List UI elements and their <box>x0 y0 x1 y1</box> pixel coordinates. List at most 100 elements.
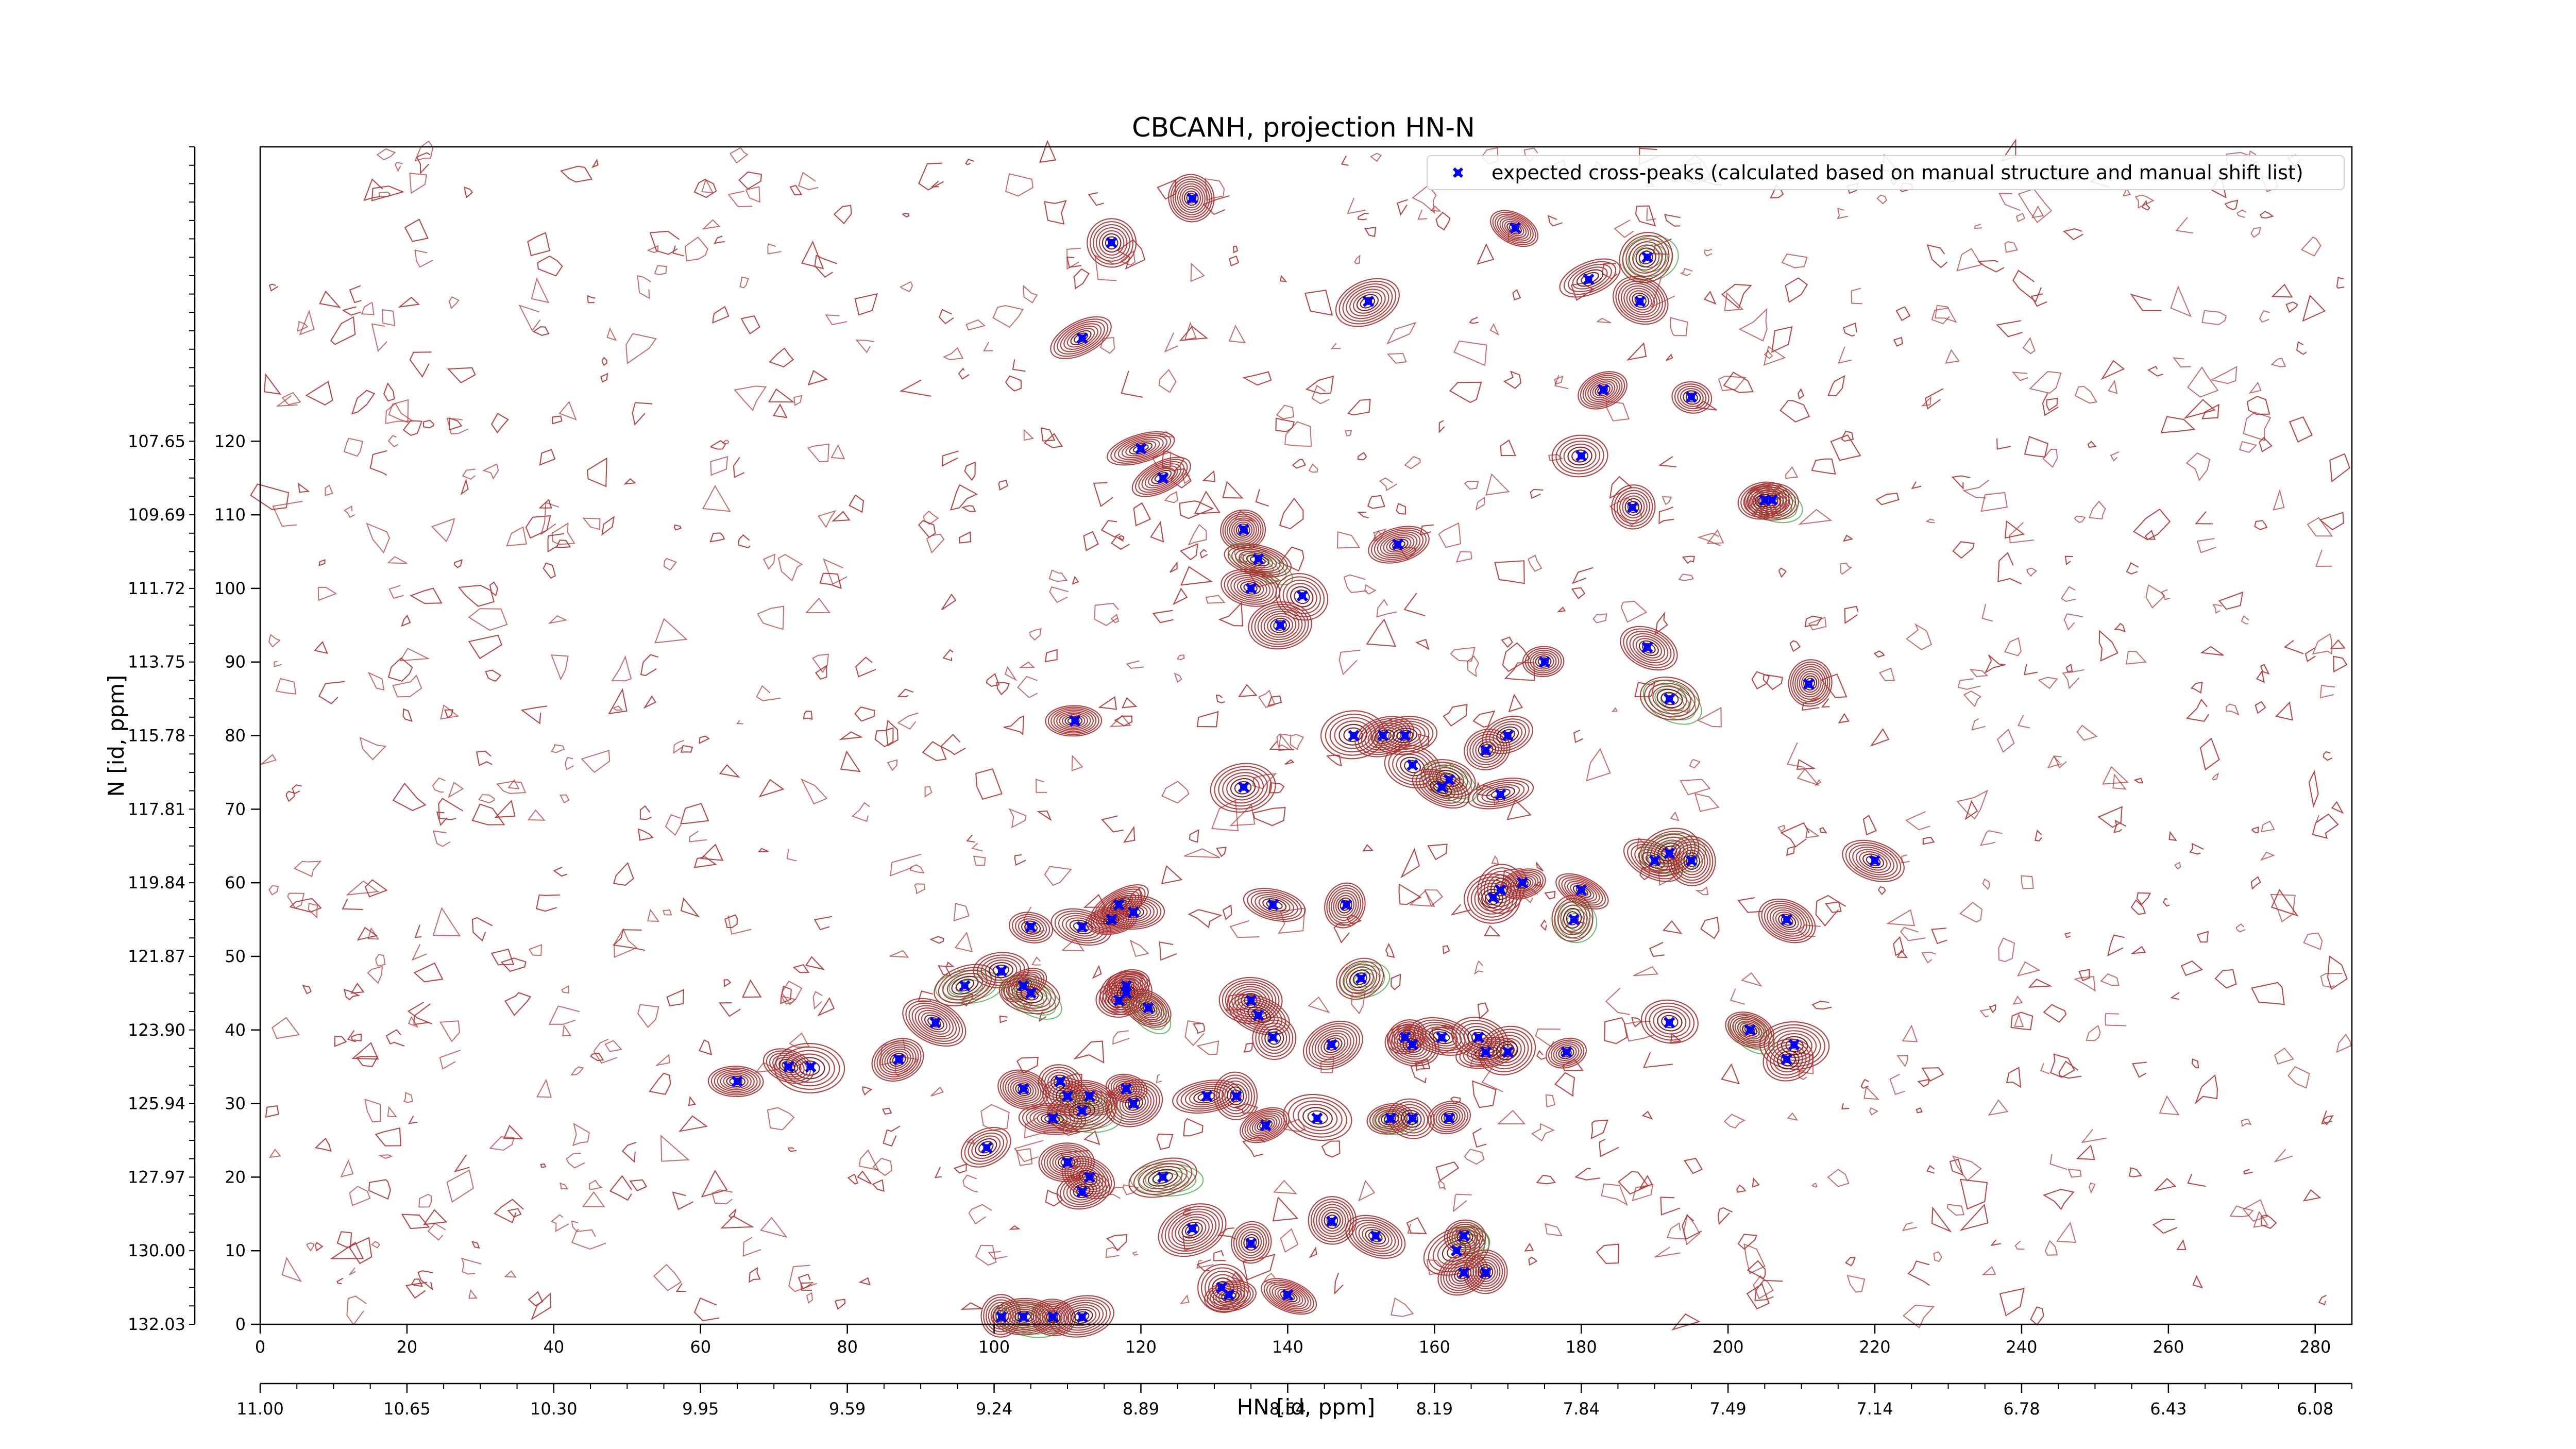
noise-contour <box>673 524 682 531</box>
noise-contour <box>733 457 745 478</box>
noise-contour <box>983 342 993 351</box>
peak-contour <box>1393 1031 1431 1060</box>
peak-contour <box>1057 321 1105 355</box>
noise-contour <box>2273 1149 2293 1163</box>
x-ppm-tick-label: 6.43 <box>2150 1399 2187 1419</box>
peak-contour <box>1384 1024 1440 1067</box>
noise-contour <box>1738 308 1768 342</box>
noise-contour <box>954 931 973 953</box>
peak-contour <box>1632 292 1650 308</box>
noise-contour <box>531 1292 552 1321</box>
noise-contour <box>1863 1086 1880 1100</box>
noise-contour <box>1170 561 1178 573</box>
noise-contour <box>1023 428 1034 441</box>
y-ppm-tick-label: 113.75 <box>128 652 185 672</box>
noise-contour <box>548 1005 580 1025</box>
noise-contour <box>1571 587 1586 599</box>
noise-contour <box>1427 844 1448 861</box>
noise-contour <box>833 205 852 225</box>
noise-contour <box>1152 610 1174 624</box>
noise-contour <box>2130 899 2146 915</box>
noise-contour <box>2312 633 2332 655</box>
peak-contour <box>1507 873 1539 895</box>
peak-contour <box>971 1135 1001 1159</box>
noise-contour <box>2012 269 2042 302</box>
noise-contour <box>261 754 277 765</box>
peak-contour <box>1236 999 1283 1031</box>
noise-contour <box>1334 1272 1344 1295</box>
noise-contour <box>1601 1183 1628 1206</box>
noise-contour <box>2088 500 2106 520</box>
peak-contour <box>1170 176 1213 220</box>
noise-contour <box>404 218 429 242</box>
noise-contour <box>1902 1024 1918 1042</box>
noise-contour <box>1654 611 1668 635</box>
noise-contour <box>720 1215 755 1229</box>
cross-peak-marker <box>1083 1090 1095 1102</box>
peak-contour <box>1003 977 1056 1012</box>
peak-contour <box>1801 673 1820 693</box>
noise-contour <box>600 373 608 383</box>
noise-contour <box>1666 353 1673 361</box>
noise-contour <box>468 1289 478 1299</box>
noise-contour <box>2271 283 2293 298</box>
noise-contour <box>447 367 476 383</box>
noise-contour <box>2243 1169 2253 1175</box>
noise-contour <box>672 245 685 257</box>
peak-contour <box>1400 1109 1422 1128</box>
noise-contour <box>2168 831 2177 841</box>
peak-contour <box>1129 442 1153 455</box>
noise-contour <box>2042 448 2058 468</box>
noise-contour <box>1545 1223 1563 1237</box>
peak-contour <box>1387 1098 1435 1139</box>
peak-contour <box>720 1072 752 1091</box>
peak-contour <box>1792 664 1828 702</box>
peak-contour <box>1352 291 1382 314</box>
noise-contour <box>961 505 976 512</box>
x-ppm-tick-label: 8.54 <box>1269 1399 1306 1419</box>
peak-contour <box>1131 457 1191 497</box>
noise-contour <box>2006 1067 2022 1088</box>
noise-contour <box>727 915 752 935</box>
cross-peak-marker <box>1597 384 1609 396</box>
noise-contour <box>1917 1079 1930 1087</box>
noise-contour <box>1907 1260 1930 1286</box>
noise-contour <box>1005 173 1033 197</box>
noise-contour <box>2308 770 2319 808</box>
noise-contour <box>1238 553 1248 563</box>
noise-contour <box>629 1179 648 1191</box>
noise-contour <box>942 347 964 361</box>
cross-peak-marker <box>1252 1009 1264 1021</box>
cross-peak-marker <box>1362 295 1375 308</box>
noise-contour <box>1364 227 1377 238</box>
y-index-tick-label: 10 <box>225 1241 246 1260</box>
noise-contour <box>581 750 611 773</box>
noise-contour <box>1878 667 1895 681</box>
noise-contour <box>2147 365 2163 377</box>
noise-contour <box>2254 520 2268 530</box>
cross-peak-marker <box>1458 1230 1470 1242</box>
cross-peak-marker <box>1076 1311 1088 1323</box>
noise-contour <box>1841 1103 1850 1109</box>
noise-contour <box>823 558 848 585</box>
noise-contour <box>550 1214 569 1232</box>
noise-contour <box>2327 955 2348 990</box>
peak-contour <box>1685 392 1698 403</box>
noise-contour <box>276 395 298 407</box>
noise-contour <box>1183 1118 1204 1137</box>
noise-contour <box>494 800 516 818</box>
noise-contour <box>2307 517 2333 537</box>
noise-contour <box>701 1170 728 1198</box>
noise-contour <box>507 779 520 789</box>
noise-contour <box>1031 956 1041 966</box>
peak-contour <box>1257 608 1303 643</box>
noise-contour <box>1279 275 1287 282</box>
noise-contour <box>1540 919 1547 931</box>
peak-contour <box>1177 183 1206 213</box>
noise-contour <box>1780 822 1810 848</box>
noise-contour <box>2259 436 2273 452</box>
noise-contour <box>675 1283 686 1292</box>
noise-contour <box>1969 669 1989 677</box>
peak-contour <box>1649 1005 1691 1038</box>
noise-contour <box>1114 715 1133 727</box>
